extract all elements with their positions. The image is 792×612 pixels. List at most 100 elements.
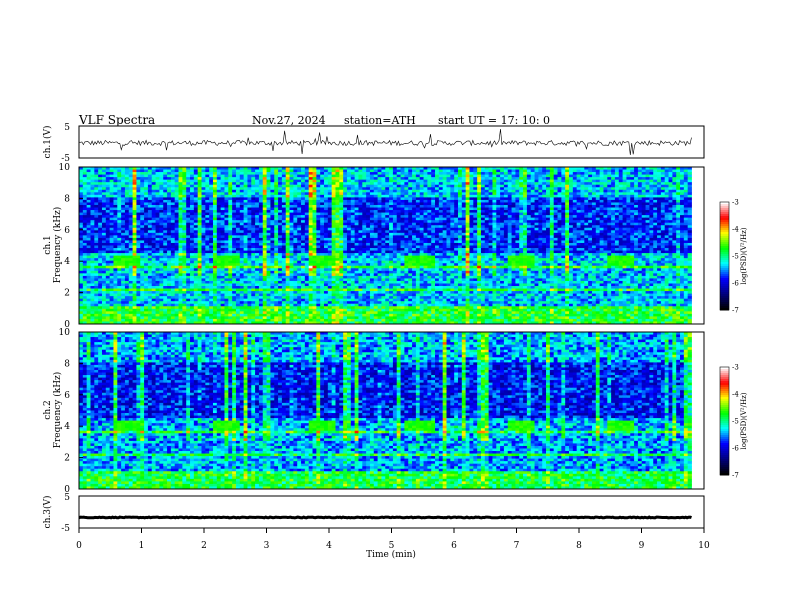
spectrogram-cell: [618, 172, 623, 175]
spectrogram-cell: [419, 242, 424, 246]
spectrogram-cell: [121, 215, 126, 219]
spectrogram-cell: [569, 232, 574, 236]
spectrogram-cell: [526, 192, 532, 196]
spectrogram-cell: [170, 174, 176, 178]
spectrogram-cell: [427, 227, 432, 231]
spectrogram-cell: [86, 167, 91, 170]
spectrogram-cell: [683, 174, 689, 178]
spectrogram-cell: [641, 197, 646, 201]
spectrogram-cell: [526, 204, 532, 208]
spectrogram-cell: [186, 232, 191, 236]
spectrogram-cell: [155, 174, 160, 178]
spectrogram-cell: [519, 242, 524, 246]
spectrogram-cell: [335, 167, 340, 170]
spectrogram-cell: [301, 212, 306, 216]
spectrogram-cell: [503, 215, 509, 219]
spectrogram-cell: [389, 172, 394, 175]
spectrogram-cell: [423, 230, 428, 234]
spectrogram-cell: [519, 237, 524, 241]
spectrogram-cell: [109, 222, 114, 226]
spectrogram-cell: [431, 189, 436, 193]
spectrogram-cell: [331, 197, 336, 201]
spectrogram-cell: [400, 194, 405, 198]
spectrogram-cell: [354, 197, 359, 201]
spectrogram-cell: [408, 240, 413, 244]
spectrogram-cell: [469, 174, 474, 178]
spectrogram-cell: [400, 179, 405, 183]
spectrogram-cell: [626, 167, 631, 170]
spectrogram-cell: [400, 184, 405, 188]
spectrogram-cell: [576, 169, 581, 173]
spectrogram-cell: [281, 192, 287, 196]
spectrogram-cell: [435, 182, 440, 186]
spectrogram-cell: [197, 240, 202, 244]
spectrogram-cell: [637, 242, 643, 246]
spectrogram-cell: [316, 220, 321, 224]
spectrogram-cell: [576, 225, 581, 229]
spectrogram-cell: [239, 167, 245, 170]
spectrogram-cell: [622, 207, 627, 211]
spectrogram-cell: [109, 230, 114, 234]
spectrogram-cell: [304, 225, 310, 229]
spectrogram-cell: [645, 204, 650, 208]
spectrogram-cell: [94, 189, 99, 193]
spectrogram-cell: [484, 174, 490, 178]
spectrogram-cell: [408, 207, 413, 211]
spectrogram-cell: [607, 210, 612, 213]
spectrogram-cell: [461, 169, 467, 173]
spectrogram-cell: [496, 192, 501, 196]
spectrogram-cell: [163, 220, 168, 224]
spectrogram-cell: [193, 232, 199, 236]
spectrogram-cell: [534, 169, 539, 173]
spectrogram-cell: [645, 182, 650, 186]
spectrogram-cell: [262, 172, 267, 175]
spectrogram-cell: [423, 232, 428, 236]
spectrogram-cell: [174, 182, 179, 186]
spectrogram-cell: [369, 207, 375, 211]
spectrogram-cell: [193, 230, 199, 234]
spectrogram-cell: [576, 194, 581, 198]
spectrogram-cell: [274, 192, 279, 196]
spectrogram-cell: [660, 212, 666, 216]
spectrogram-cell: [98, 179, 103, 183]
spectrogram-cell: [400, 207, 405, 211]
spectrogram-cell: [262, 222, 267, 226]
spectrogram-cell: [228, 210, 233, 213]
spectrogram-cell: [101, 242, 107, 246]
spectrogram-cell: [94, 242, 99, 246]
spectrogram-cell: [350, 167, 356, 170]
spectrogram-cell: [216, 194, 222, 198]
spectrogram-cell: [220, 215, 225, 219]
spectrogram-cell: [473, 179, 478, 183]
spectrogram-cell: [331, 235, 336, 239]
spectrogram-cell: [90, 204, 95, 208]
spectrogram-cell: [124, 235, 130, 239]
spectrogram-cell: [435, 237, 440, 241]
spectrogram-cell: [113, 237, 118, 241]
spectrogram-cell: [660, 199, 666, 203]
spectrogram-cell: [281, 182, 287, 186]
spectrogram-cell: [308, 240, 313, 244]
spectrogram-cell: [599, 242, 604, 246]
spectrogram-cell: [538, 202, 543, 206]
spectrogram-cell: [197, 197, 202, 201]
spectrogram-cell: [354, 199, 359, 203]
spectrogram-cell: [668, 202, 673, 206]
spectrogram-cell: [366, 202, 371, 206]
spectrogram-cell: [346, 222, 352, 226]
spectrogram-cell: [251, 212, 256, 216]
spectrogram-cell: [159, 217, 164, 221]
spectrogram-cell: [526, 225, 532, 229]
spectrogram-cell: [289, 199, 294, 203]
ch1-voltage-panel: 5 -5 ch.1(V): [42, 123, 705, 164]
spectrogram-cell: [683, 184, 689, 188]
spectrogram-cell: [622, 187, 627, 191]
spectrogram-cell: [389, 179, 394, 183]
spectrogram-cell: [618, 230, 623, 234]
spectrogram-cell: [343, 222, 348, 226]
spectrogram-cell: [228, 167, 233, 170]
spectrogram-cell: [580, 215, 585, 219]
spectrogram-cell: [477, 237, 482, 241]
spectrogram-cell: [599, 240, 604, 244]
spectrogram-cell: [266, 169, 271, 173]
